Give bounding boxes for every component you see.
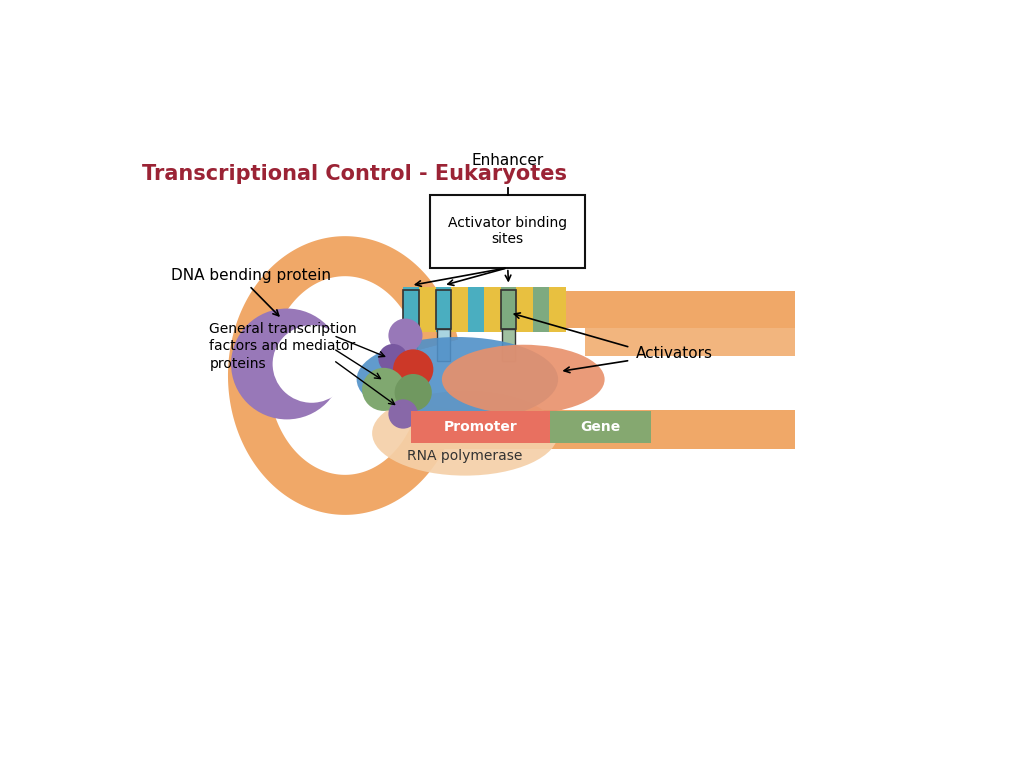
Polygon shape <box>586 327 795 356</box>
Circle shape <box>394 374 432 411</box>
Polygon shape <box>534 287 549 332</box>
Polygon shape <box>452 287 468 332</box>
Polygon shape <box>228 236 458 515</box>
Circle shape <box>231 309 343 419</box>
Polygon shape <box>403 287 419 332</box>
Ellipse shape <box>372 391 558 475</box>
FancyBboxPatch shape <box>411 411 550 443</box>
Polygon shape <box>501 287 516 332</box>
Polygon shape <box>403 291 458 349</box>
FancyBboxPatch shape <box>550 411 651 443</box>
Circle shape <box>362 368 406 411</box>
Text: RNA polymerase: RNA polymerase <box>408 449 523 463</box>
FancyBboxPatch shape <box>437 329 450 361</box>
Text: General transcription
factors and mediator
proteins: General transcription factors and mediat… <box>209 322 357 371</box>
Polygon shape <box>435 287 452 332</box>
Text: Gene: Gene <box>581 420 621 434</box>
FancyBboxPatch shape <box>403 290 419 329</box>
Text: Enhancer: Enhancer <box>472 153 544 167</box>
Text: DNA bending protein: DNA bending protein <box>171 268 331 283</box>
Circle shape <box>393 349 433 389</box>
Text: Transcriptional Control - Eukaryotes: Transcriptional Control - Eukaryotes <box>142 164 567 184</box>
Ellipse shape <box>356 337 558 422</box>
Polygon shape <box>549 287 566 332</box>
Polygon shape <box>434 410 795 449</box>
Circle shape <box>388 319 423 353</box>
Polygon shape <box>483 287 501 332</box>
Polygon shape <box>419 401 458 449</box>
Polygon shape <box>468 287 483 332</box>
Text: Promoter: Promoter <box>443 420 517 434</box>
Polygon shape <box>516 287 534 332</box>
Text: Activators: Activators <box>636 346 713 362</box>
FancyBboxPatch shape <box>503 329 515 361</box>
FancyBboxPatch shape <box>501 290 516 329</box>
Text: Activator binding
sites: Activator binding sites <box>449 216 567 247</box>
Ellipse shape <box>442 345 604 414</box>
Circle shape <box>272 325 351 402</box>
Circle shape <box>378 344 408 373</box>
Polygon shape <box>403 291 795 328</box>
Circle shape <box>388 399 418 429</box>
FancyBboxPatch shape <box>435 290 452 329</box>
Polygon shape <box>419 287 435 332</box>
FancyBboxPatch shape <box>404 329 417 361</box>
FancyBboxPatch shape <box>430 194 586 268</box>
